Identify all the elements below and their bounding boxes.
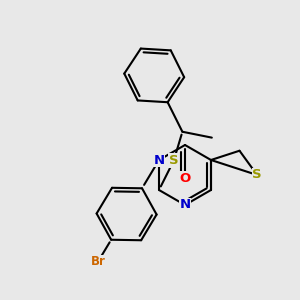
Text: S: S xyxy=(252,169,262,182)
Text: O: O xyxy=(179,172,191,184)
Text: N: N xyxy=(154,154,165,166)
Text: N: N xyxy=(179,199,191,212)
Text: Br: Br xyxy=(91,255,106,268)
Text: S: S xyxy=(169,154,178,167)
